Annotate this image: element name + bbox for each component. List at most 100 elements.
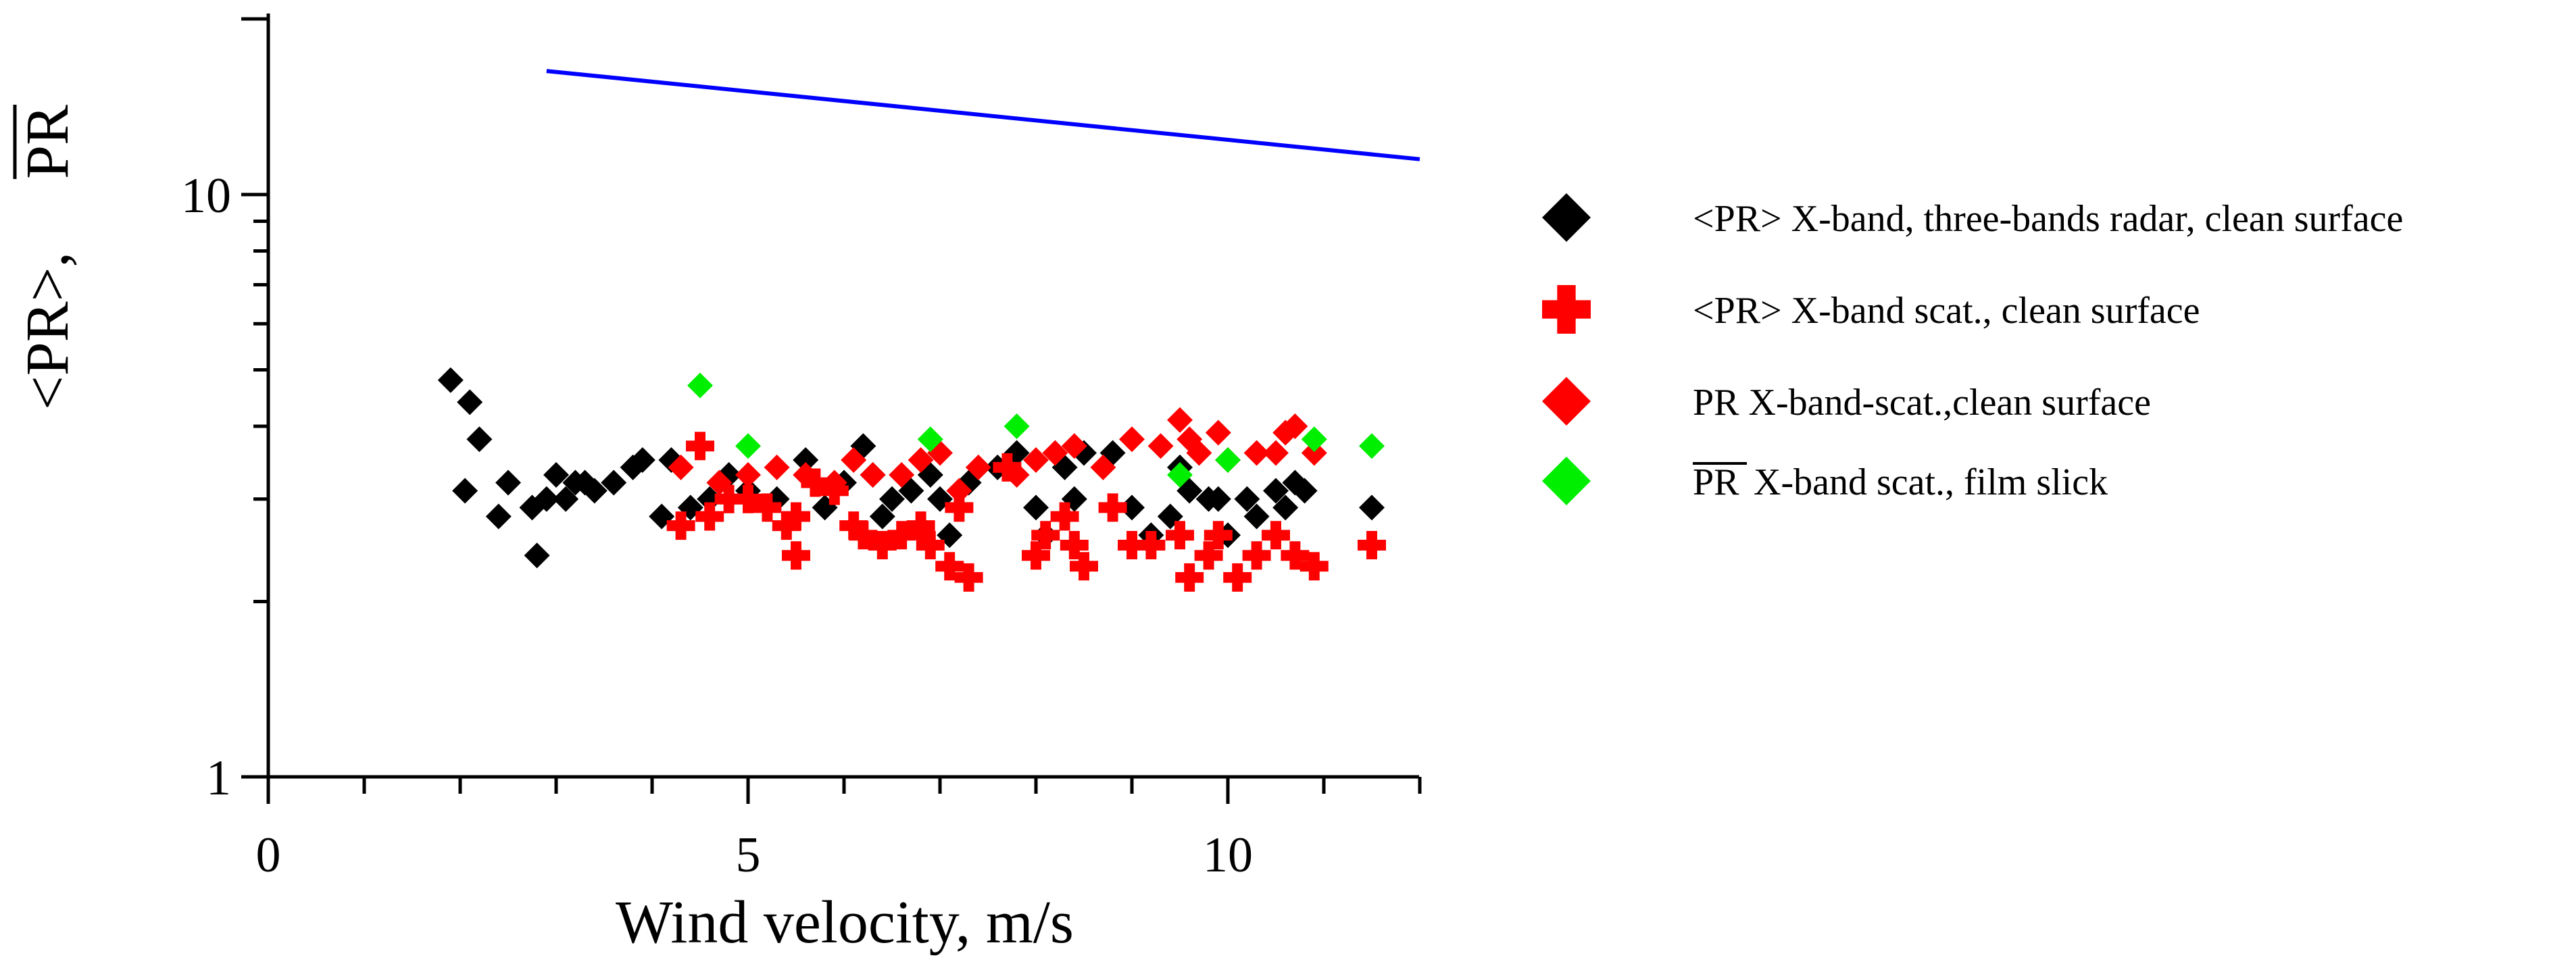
data-point xyxy=(772,511,801,540)
data-point xyxy=(793,447,819,474)
axis-titles: Wind velocity, m/s <PR>, PR xyxy=(13,105,1074,956)
y-tick-label: 1 xyxy=(206,751,231,806)
y-axis-title-group: <PR>, PR xyxy=(13,105,81,410)
data-point xyxy=(887,521,916,550)
legend-label-2: PR X-band-scat.,clean surface xyxy=(1693,382,2151,424)
y-axis-title: <PR>, xyxy=(14,252,81,410)
data-point xyxy=(735,462,761,488)
model-curve-line xyxy=(546,69,1420,161)
data-point xyxy=(1118,530,1146,559)
x-tick-label: 5 xyxy=(736,828,761,883)
legend-prefix-3: PR xyxy=(1693,461,1739,503)
x-tick-label: 10 xyxy=(1203,828,1253,883)
data-point xyxy=(1234,486,1260,512)
data-point xyxy=(1186,440,1212,466)
data-point xyxy=(1299,552,1329,581)
y-axis-title-overline: PR xyxy=(14,105,81,179)
data-point xyxy=(1215,447,1241,474)
data-point xyxy=(1205,486,1231,512)
series-2 xyxy=(668,407,1327,504)
data-point xyxy=(466,426,493,453)
x-axis-title: Wind velocity, m/s xyxy=(616,889,1074,956)
data-point xyxy=(601,469,627,496)
data-point xyxy=(695,502,724,531)
data-point xyxy=(1359,433,1385,459)
data-point xyxy=(965,454,991,480)
data-point xyxy=(437,367,464,393)
legend: <PR> X-band, three-bands radar, clean su… xyxy=(1542,193,2403,505)
data-point xyxy=(495,469,521,496)
series-1 xyxy=(666,432,1386,592)
data-point xyxy=(954,563,983,592)
data-point xyxy=(1166,521,1194,550)
data-point xyxy=(993,453,1022,482)
legend-label-0: <PR> X-band, three-bands radar, clean su… xyxy=(1693,198,2403,240)
data-point xyxy=(1205,420,1231,446)
plot-marks xyxy=(437,69,1420,592)
data-point xyxy=(1281,541,1310,570)
data-point xyxy=(1023,447,1049,474)
data-point xyxy=(1291,478,1318,504)
x-tick-label: 0 xyxy=(256,828,281,883)
data-point xyxy=(1282,413,1308,440)
data-point xyxy=(1204,521,1233,550)
data-point xyxy=(1262,521,1290,550)
data-point xyxy=(1263,478,1289,504)
data-point xyxy=(869,503,895,530)
data-point xyxy=(697,486,723,512)
data-point xyxy=(801,468,830,497)
data-point xyxy=(793,462,819,488)
data-point xyxy=(889,462,915,488)
data-point xyxy=(849,521,878,550)
data-point xyxy=(1050,502,1079,531)
legend-marker-3 xyxy=(1542,457,1591,505)
data-point xyxy=(485,503,512,530)
data-point xyxy=(1004,462,1030,488)
data-point xyxy=(1022,541,1050,570)
data-point xyxy=(543,462,569,488)
series-3 xyxy=(687,372,1385,488)
data-point xyxy=(1147,433,1174,459)
data-point xyxy=(735,433,761,459)
data-point xyxy=(734,484,762,513)
data-point xyxy=(706,469,733,496)
data-point xyxy=(1301,426,1327,453)
data-point xyxy=(1061,433,1087,459)
data-point xyxy=(906,511,935,540)
legend-marker-0 xyxy=(1542,193,1591,242)
data-point xyxy=(687,372,713,399)
data-point xyxy=(533,486,560,512)
data-point xyxy=(1070,552,1098,581)
data-point xyxy=(1031,521,1060,550)
data-point xyxy=(935,552,964,581)
data-point xyxy=(686,432,714,461)
data-point xyxy=(917,426,943,453)
data-point xyxy=(581,478,608,504)
data-point xyxy=(860,462,886,488)
data-point xyxy=(782,541,810,570)
data-point xyxy=(1023,494,1049,521)
data-point xyxy=(1175,563,1204,592)
data-point xyxy=(629,447,655,474)
data-point xyxy=(1301,440,1327,466)
data-point xyxy=(666,511,695,540)
data-point xyxy=(1042,440,1068,466)
data-point xyxy=(1119,494,1145,521)
data-point xyxy=(1359,494,1385,521)
legend-marker-2 xyxy=(1542,377,1591,426)
data-point xyxy=(945,493,974,522)
data-point xyxy=(1263,440,1289,466)
data-point xyxy=(1223,563,1252,592)
legend-label-1: <PR> X-band scat., clean surface xyxy=(1693,290,2200,332)
data-point xyxy=(1272,494,1299,521)
data-point xyxy=(1004,413,1030,440)
data-point xyxy=(821,469,847,496)
data-point xyxy=(764,454,790,480)
data-point xyxy=(753,493,782,522)
data-point xyxy=(1119,426,1145,453)
data-point xyxy=(1137,530,1166,559)
data-point xyxy=(457,389,483,415)
data-point xyxy=(452,478,478,504)
data-point xyxy=(1090,454,1116,480)
